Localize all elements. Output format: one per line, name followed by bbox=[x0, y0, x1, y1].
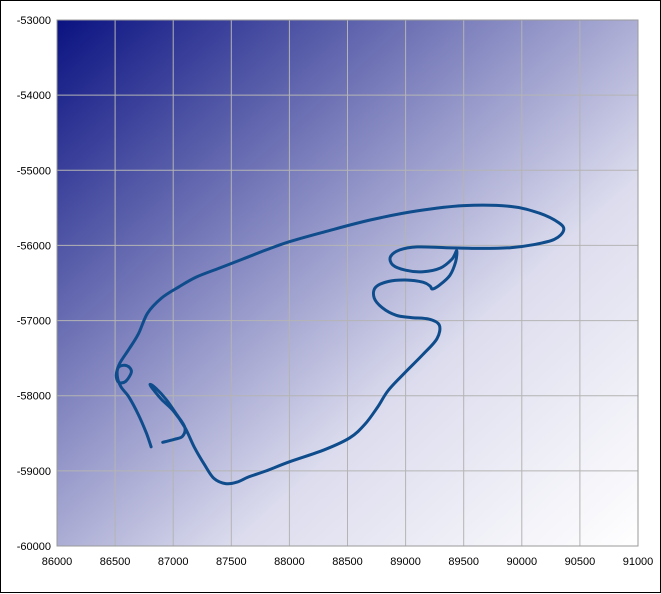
plot-border bbox=[56, 19, 639, 547]
y-tick-label: -59000 bbox=[17, 466, 51, 478]
y-tick-label: -57000 bbox=[17, 316, 51, 328]
x-tick-label: 87000 bbox=[158, 556, 189, 568]
x-tick-label: 89000 bbox=[390, 556, 421, 568]
y-axis-ticks: -53000 -54000 -55000 -56000 -57000 -58000 -590… bbox=[17, 15, 51, 553]
series-group bbox=[114, 203, 566, 486]
x-tick-label: 90500 bbox=[565, 556, 596, 568]
x-tick-label: 87500 bbox=[216, 556, 247, 568]
y-tick-label: -60000 bbox=[17, 541, 51, 553]
y-tick-label: -53000 bbox=[17, 15, 51, 27]
x-tick-label: 91000 bbox=[623, 556, 654, 568]
y-tick-label: -56000 bbox=[17, 240, 51, 252]
y-tick-label: -54000 bbox=[17, 90, 51, 102]
x-tick-label: 88000 bbox=[274, 556, 305, 568]
x-tick-label: 86000 bbox=[42, 556, 73, 568]
series-line-0 bbox=[114, 203, 566, 486]
y-tick-label: -55000 bbox=[17, 165, 51, 177]
x-tick-label: 89500 bbox=[448, 556, 479, 568]
x-tick-label: 90000 bbox=[507, 556, 538, 568]
y-tick-label: -58000 bbox=[17, 391, 51, 403]
x-axis-ticks: 86000 86500 87000 87500 88000 88500 89000 89500… bbox=[42, 556, 654, 568]
x-tick-label: 88500 bbox=[332, 556, 363, 568]
x-tick-label: 86500 bbox=[100, 556, 131, 568]
